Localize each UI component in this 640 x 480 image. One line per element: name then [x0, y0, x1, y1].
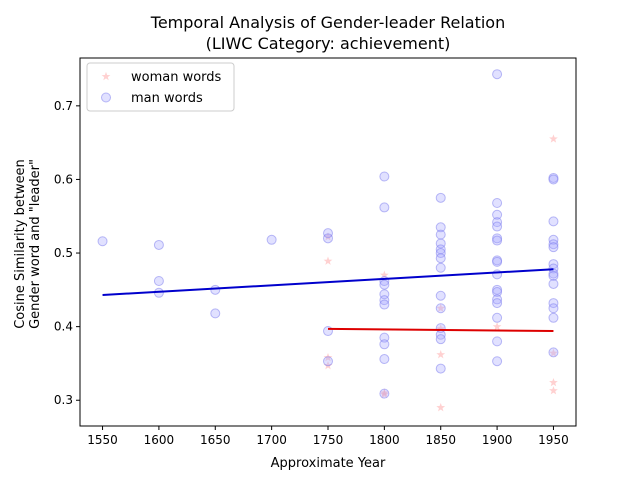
data-point-man-words — [492, 336, 503, 347]
legend-box — [86, 62, 235, 112]
data-point-woman-words — [549, 348, 558, 357]
x-tick-label: 1750 — [313, 433, 344, 447]
data-point-man-words — [435, 363, 446, 374]
data-point-man-words — [153, 276, 164, 287]
data-point-man-words — [323, 356, 333, 367]
chart-subtitle: (LIWC Category: achievement) — [206, 34, 451, 53]
data-point-man-words — [435, 262, 446, 273]
y-tick-label: 0.4 — [54, 320, 73, 334]
y-axis-label-line2: Gender word and "leader" — [28, 159, 43, 329]
legend-label-woman-words: woman words — [131, 70, 222, 85]
chart-title: Temporal Analysis of Gender-leader Relat… — [150, 13, 505, 32]
x-tick-label: 1700 — [256, 433, 287, 447]
data-point-man-words — [548, 270, 559, 281]
y-tick-label: 0.3 — [54, 393, 73, 407]
trend-line-woman-words — [327, 327, 554, 333]
x-tick-label: 1650 — [200, 433, 231, 447]
legend: woman words man words — [86, 62, 235, 112]
y-tick-label: 0.5 — [54, 246, 73, 260]
data-point-man-words — [379, 388, 390, 399]
trend-line-man-words — [102, 268, 554, 296]
data-point-woman-words — [323, 232, 333, 241]
data-point-woman-words — [436, 350, 446, 359]
data-point-woman-words — [436, 403, 446, 412]
y-tick-label: 0.7 — [54, 99, 73, 113]
data-point-man-words — [548, 347, 559, 358]
data-point-man-words — [210, 284, 221, 295]
data-point-man-words — [435, 290, 446, 301]
x-tick-label: 1600 — [144, 433, 175, 447]
x-axis-label: Approximate Year — [271, 456, 386, 471]
data-point-man-words — [548, 298, 559, 309]
data-point-woman-words — [436, 303, 446, 312]
data-point-man-words — [492, 69, 503, 80]
data-point-woman-words — [549, 377, 558, 387]
data-point-man-words — [492, 269, 503, 280]
data-point-man-words — [492, 312, 503, 323]
data-point-man-words — [435, 192, 446, 203]
data-point-man-words — [492, 356, 503, 367]
data-point-man-words — [210, 308, 221, 319]
data-point-man-words — [323, 228, 333, 239]
plot-area: 1550 1600 1650 1700 1750 1800 1850 1900 1950 0.3 0… — [54, 57, 577, 447]
data-point-man-words — [435, 229, 446, 240]
data-point-man-words — [492, 209, 503, 220]
data-point-woman-words — [379, 270, 389, 279]
x-tick-label: 1950 — [538, 433, 569, 447]
data-point-woman-words — [323, 256, 333, 265]
data-point-man-words — [548, 312, 559, 323]
data-point-woman-words — [492, 322, 502, 331]
x-tick-label: 1550 — [87, 433, 118, 447]
data-point-man-words — [492, 197, 503, 208]
data-point-man-words — [548, 174, 559, 185]
data-point-woman-words — [323, 361, 333, 370]
data-point-man-words — [492, 294, 503, 305]
data-point-man-words — [379, 202, 390, 213]
y-tick-label: 0.6 — [54, 172, 73, 186]
data-point-man-words — [435, 334, 446, 345]
legend-marker-woman-words — [101, 71, 111, 81]
data-point-man-words — [492, 235, 503, 246]
data-point-man-words — [435, 248, 446, 259]
y-axis-label-line1: Cosine Similarity between — [13, 159, 28, 329]
data-point-man-words — [379, 171, 390, 182]
legend-marker-man-words — [101, 92, 111, 103]
data-point-man-words — [379, 279, 390, 290]
data-point-woman-words — [549, 386, 558, 395]
data-point-man-words — [548, 216, 559, 227]
data-point-man-words — [435, 253, 446, 264]
data-point-man-words — [548, 239, 559, 250]
data-point-man-words — [492, 256, 503, 267]
data-point-man-words — [266, 234, 277, 245]
x-tick-label: 1800 — [369, 433, 400, 447]
data-point-man-words — [548, 278, 559, 289]
data-point-man-words — [97, 236, 108, 247]
data-point-man-words — [492, 287, 503, 298]
data-point-man-words — [323, 233, 333, 244]
data-point-man-words — [379, 354, 390, 365]
data-point-woman-words — [436, 324, 446, 333]
data-point-man-words — [548, 242, 559, 253]
x-tick-label: 1900 — [482, 433, 513, 447]
data-point-man-words — [548, 303, 559, 314]
data-point-man-words — [492, 221, 503, 232]
data-point-woman-words — [379, 389, 389, 399]
data-point-man-words — [379, 339, 390, 350]
data-point-man-words — [492, 298, 503, 309]
data-point-man-words — [153, 239, 164, 250]
data-point-man-words — [379, 299, 390, 310]
y-axis-label: Cosine Similarity between Gender word an… — [13, 159, 43, 329]
data-point-man-words — [435, 303, 446, 314]
data-point-man-words — [435, 222, 446, 233]
x-tick-label: 1850 — [425, 433, 456, 447]
legend-label-man-words: man words — [131, 91, 203, 106]
data-point-woman-words — [549, 134, 558, 143]
data-point-woman-words — [379, 388, 389, 397]
